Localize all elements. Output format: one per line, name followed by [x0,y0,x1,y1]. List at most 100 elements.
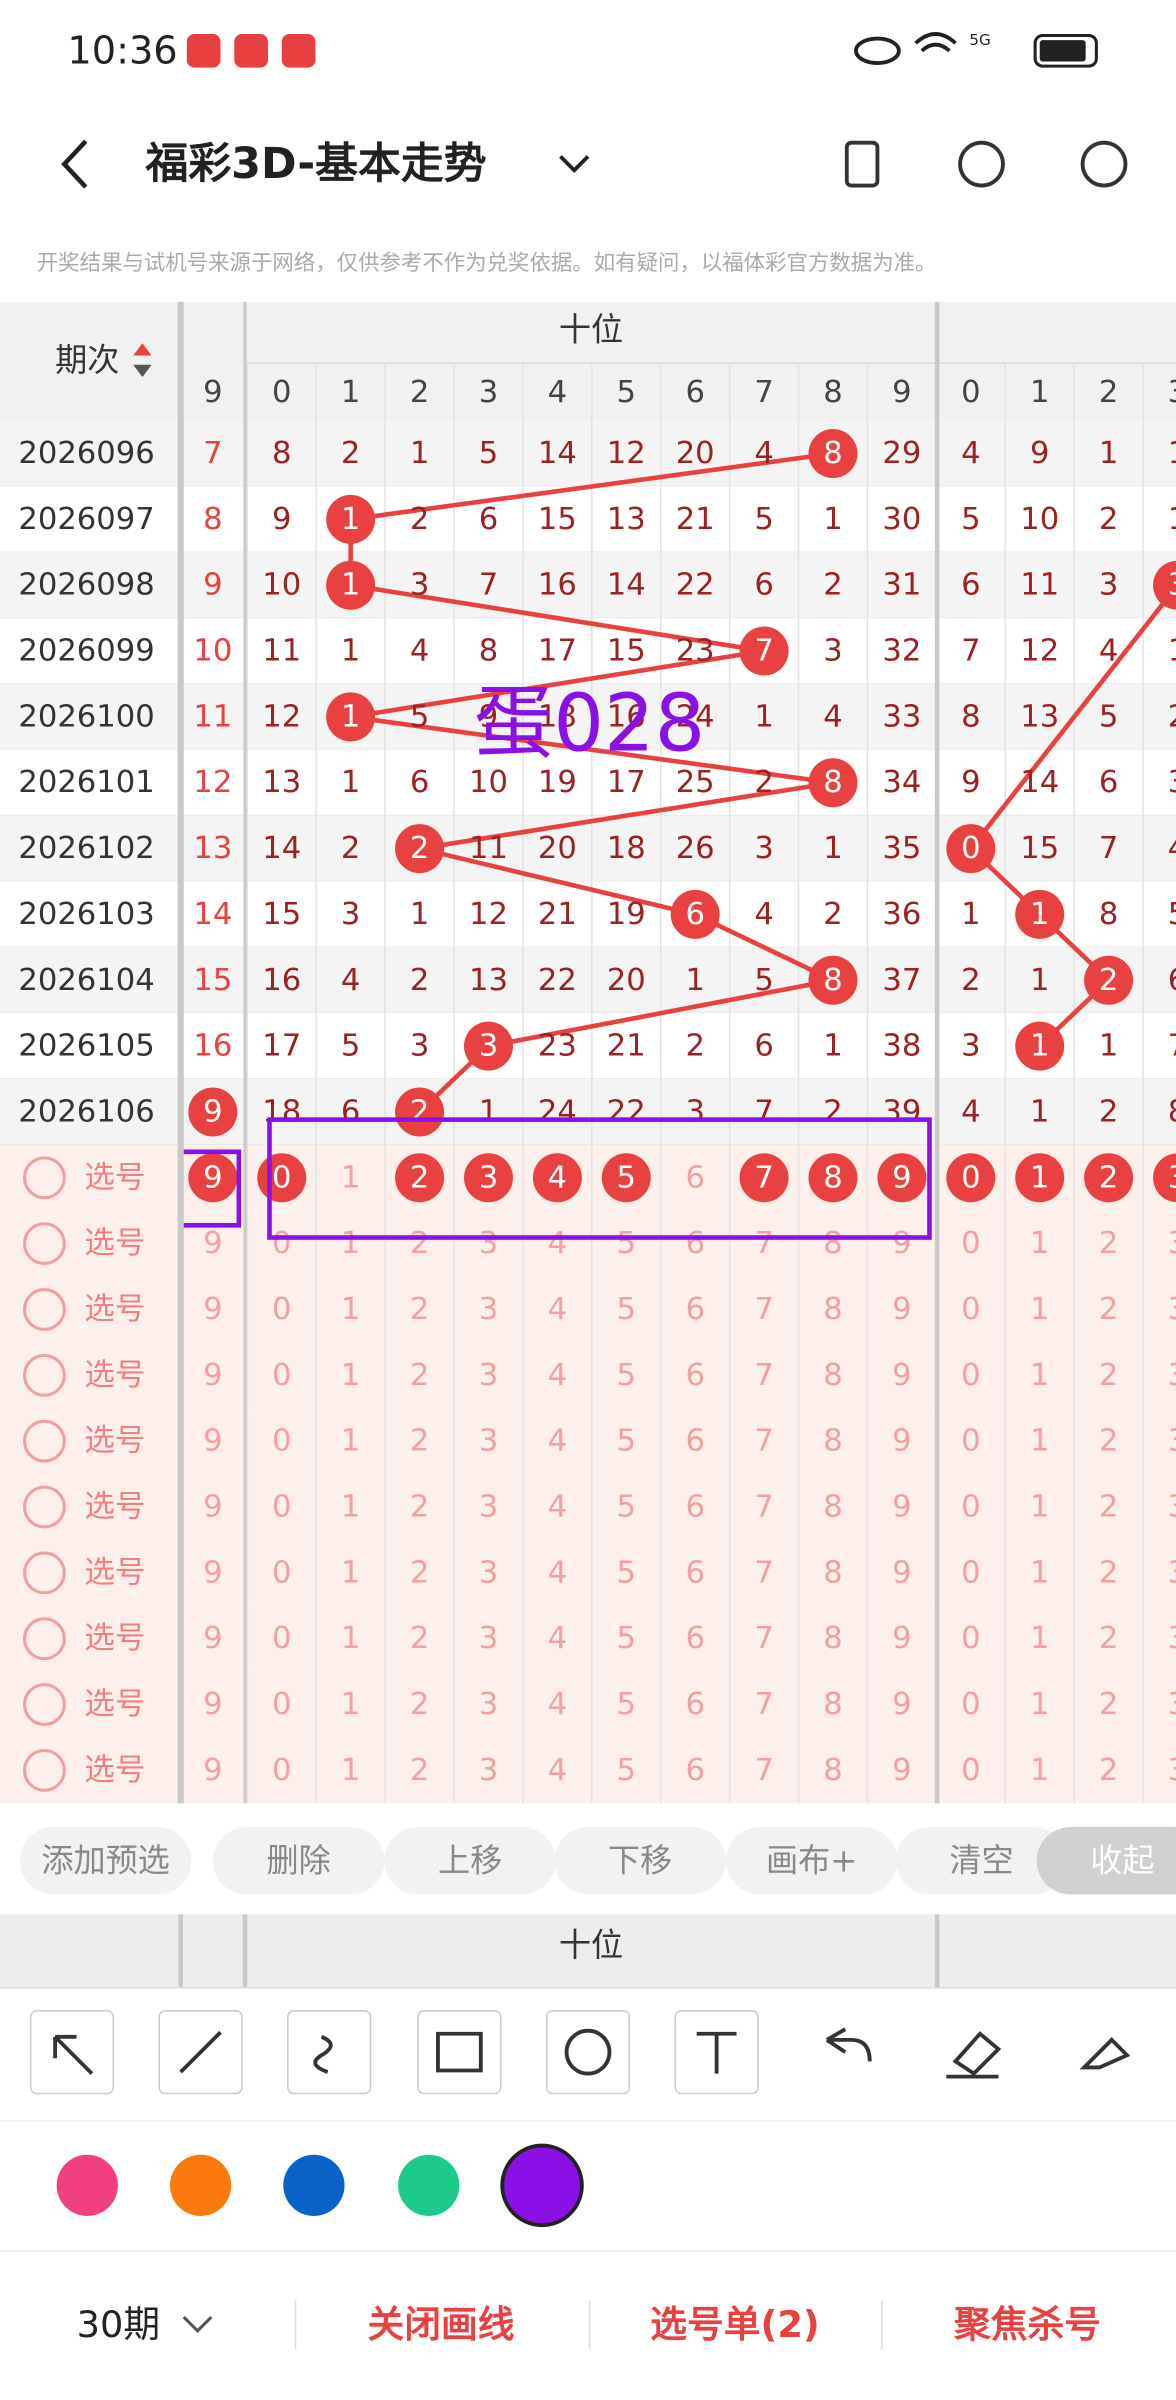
select-radio[interactable] [22,1617,66,1661]
select-radio[interactable] [22,1288,66,1331]
select-label[interactable]: 选号 [84,1226,145,1261]
select-digit[interactable]: 5 [617,1226,636,1261]
select-digit[interactable]: 1 [341,1424,360,1459]
select-digit[interactable]: 6 [685,1358,704,1393]
select-digit[interactable]: 1 [341,1687,360,1722]
select-digit[interactable]: 3 [479,1753,498,1788]
share-button[interactable] [958,140,1005,188]
select-digit[interactable]: 2 [410,1687,429,1722]
select-digit[interactable]: 6 [685,1621,704,1656]
select-digit[interactable]: 2 [410,1424,429,1459]
select-digit[interactable]: 4 [548,1226,567,1261]
select-digit[interactable]: 1 [341,1292,360,1327]
tool-button[interactable] [29,2010,115,2095]
select-radio[interactable] [22,1419,66,1463]
select-digit[interactable]: 0 [961,1753,980,1788]
tool-button[interactable] [417,2010,502,2095]
select-radio[interactable] [22,1156,66,1200]
select-label[interactable]: 选号 [84,1424,145,1459]
select-digit[interactable]: 2 [410,1226,429,1261]
select-digit[interactable]: 5 [617,1424,636,1459]
select-label[interactable]: 选号 [84,1160,145,1195]
action-pill[interactable] [384,1827,556,1895]
picked-ball[interactable] [601,1153,651,1203]
picked-ball[interactable] [532,1153,582,1203]
select-digit[interactable]: 1 [341,1226,360,1261]
select-digit[interactable]: 8 [823,1555,842,1590]
select-digit[interactable]: 7 [754,1490,773,1525]
select-radio[interactable] [22,1683,66,1726]
select-digit[interactable]: 9 [892,1160,911,1195]
select-digit[interactable]: 0 [272,1555,291,1590]
select-radio[interactable] [22,1353,66,1397]
select-digit[interactable]: 1 [1030,1358,1049,1393]
select-digit[interactable]: 4 [548,1687,567,1722]
select-digit[interactable]: 3 [1168,1753,1176,1788]
select-digit[interactable]: 7 [754,1753,773,1788]
select-digit[interactable]: 8 [823,1621,842,1656]
select-digit[interactable]: 0 [272,1687,291,1722]
select-digit[interactable]: 2 [1099,1358,1118,1393]
action-label[interactable]: 画布+ [766,1842,857,1880]
select-radio[interactable] [22,1551,66,1595]
select-digit[interactable]: 9 [203,1358,222,1393]
select-digit[interactable]: 2 [1099,1687,1118,1722]
select-digit[interactable]: 9 [203,1555,222,1590]
select-digit[interactable]: 4 [548,1160,567,1195]
select-digit[interactable]: 4 [548,1358,567,1393]
select-digit[interactable]: 2 [410,1753,429,1788]
select-digit[interactable]: 4 [548,1490,567,1525]
period-select[interactable]: 30期 [77,2303,161,2346]
select-digit[interactable]: 0 [961,1160,980,1195]
color-swatch[interactable] [283,2154,345,2216]
select-digit[interactable]: 9 [203,1226,222,1261]
select-digit[interactable]: 3 [479,1687,498,1722]
action-label[interactable]: 上移 [438,1842,502,1880]
select-digit[interactable]: 8 [823,1753,842,1788]
action-label[interactable]: 清空 [949,1842,1013,1880]
select-digit[interactable]: 4 [548,1753,567,1788]
tool-icon[interactable] [696,2031,737,2074]
select-digit[interactable]: 3 [1168,1490,1176,1525]
select-digit[interactable]: 3 [479,1490,498,1525]
select-digit[interactable]: 8 [823,1226,842,1261]
tool-icon[interactable] [436,2031,483,2073]
picked-ball[interactable] [188,1153,238,1203]
select-digit[interactable]: 1 [1030,1424,1049,1459]
tool-icon[interactable] [1079,2037,1131,2070]
select-digit[interactable]: 8 [823,1160,842,1195]
select-digit[interactable]: 1 [341,1490,360,1525]
select-digit[interactable]: 3 [479,1292,498,1327]
select-digit[interactable]: 1 [341,1555,360,1590]
back-button[interactable] [61,139,88,189]
select-digit[interactable]: 5 [617,1358,636,1393]
select-digit[interactable]: 2 [410,1490,429,1525]
select-digit[interactable]: 5 [617,1621,636,1656]
select-digit[interactable]: 0 [961,1292,980,1327]
select-digit[interactable]: 9 [892,1753,911,1788]
select-label[interactable]: 选号 [84,1687,145,1722]
select-radio[interactable] [22,1748,66,1792]
select-digit[interactable]: 8 [823,1292,842,1327]
select-digit[interactable]: 6 [685,1226,704,1261]
select-digit[interactable]: 2 [1099,1226,1118,1261]
select-digit[interactable]: 0 [961,1226,980,1261]
select-digit[interactable]: 1 [341,1621,360,1656]
select-digit[interactable]: 1 [1030,1687,1049,1722]
select-digit[interactable]: 1 [1030,1753,1049,1788]
select-digit[interactable]: 0 [272,1292,291,1327]
select-label[interactable]: 选号 [84,1358,145,1393]
select-digit[interactable]: 0 [272,1358,291,1393]
select-digit[interactable]: 5 [617,1753,636,1788]
picked-ball[interactable] [946,1153,996,1203]
select-digit[interactable]: 2 [1099,1424,1118,1459]
settings-button[interactable] [1080,140,1128,188]
select-digit[interactable]: 3 [1168,1358,1176,1393]
select-digit[interactable]: 1 [1030,1160,1049,1195]
select-digit[interactable]: 8 [823,1687,842,1722]
select-digit[interactable]: 1 [341,1160,360,1195]
select-digit[interactable]: 2 [1099,1621,1118,1656]
select-digit[interactable]: 2 [410,1555,429,1590]
picked-ball[interactable] [1015,1153,1065,1203]
page-title[interactable]: 福彩3D-基本走势 [144,139,486,189]
